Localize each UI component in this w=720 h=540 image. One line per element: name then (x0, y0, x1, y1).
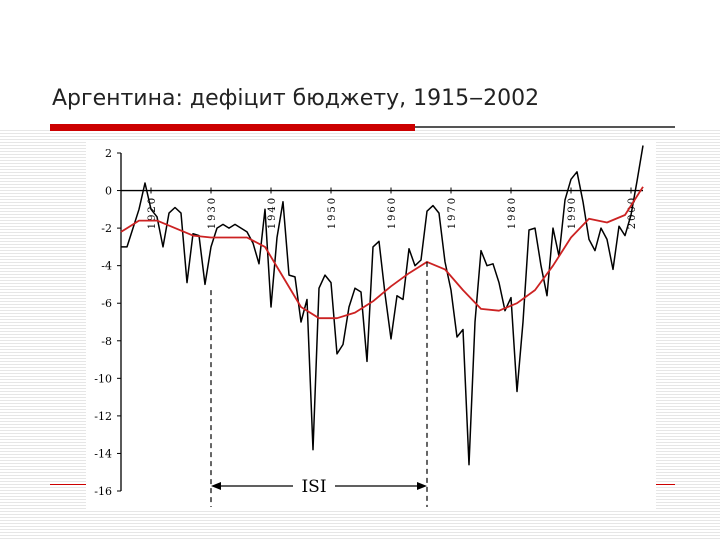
title-underline-dark (415, 126, 675, 128)
x-tick-label: 1960 (387, 196, 398, 229)
y-tick-label: -16 (94, 485, 112, 498)
series-group (120, 145, 644, 466)
isi-arrowhead-left (211, 482, 221, 490)
bottom-rule-left (50, 484, 90, 485)
x-tick-label: 2000 (627, 196, 638, 229)
x-tick-label: 1940 (267, 196, 278, 229)
y-ticks: 2 0 -2 -4 -6 -8 -10 -12 -14 -16 (94, 147, 121, 498)
annual-deficit-line (121, 145, 644, 466)
y-tick-label: -8 (101, 335, 112, 348)
x-tick-label: 1990 (567, 196, 578, 229)
isi-label: ISI (301, 477, 326, 497)
x-tick-label: 1920 (147, 196, 158, 229)
x-tick-label: 1980 (507, 196, 518, 229)
y-tick-label: 0 (105, 185, 112, 198)
bottom-rule-right (655, 484, 675, 485)
y-tick-label: -12 (94, 410, 112, 423)
x-tick-label: 1950 (327, 196, 338, 229)
y-tick-label: -14 (94, 447, 112, 460)
isi-arrowhead-right (417, 482, 427, 490)
y-tick-label: -10 (94, 372, 112, 385)
chart-area: 2 0 -2 -4 -6 -8 -10 -12 -14 -16 1920 1930 1940 1950 1… (86, 142, 656, 510)
y-tick-label: -4 (101, 260, 112, 273)
y-tick-label: 2 (105, 147, 112, 160)
title-underline-red (50, 124, 415, 131)
y-tick-label: -2 (101, 222, 112, 235)
x-ticks: 1920 1930 1940 1950 1960 1970 1980 1990 2000 (147, 187, 638, 229)
isi-annotation: ISI (210, 261, 428, 507)
axes (120, 153, 643, 491)
slide-title: Аргентина: дефіцит бюджету, 1915‒2002 (52, 86, 540, 111)
x-tick-label: 1970 (447, 196, 458, 229)
deficit-chart: 20-2-4-6-8-10-12-14-16 1920 1930 1940 1950 1… (94, 145, 644, 507)
x-tick-label: 1930 (207, 196, 218, 229)
trend-line (120, 186, 644, 320)
y-tick-label: -6 (101, 297, 112, 310)
